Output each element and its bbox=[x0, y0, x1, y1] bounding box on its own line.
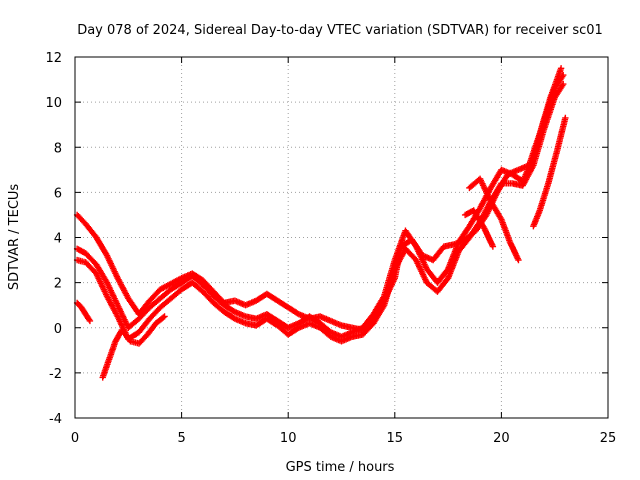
series-track-4 bbox=[99, 313, 168, 381]
x-tick-label: 0 bbox=[71, 431, 79, 446]
series-track-5 bbox=[73, 299, 94, 325]
y-axis-label: SDTVAR / TECUs bbox=[7, 184, 22, 291]
series-trace bbox=[100, 314, 167, 379]
series-track-6 bbox=[466, 175, 522, 264]
y-tick-label: -4 bbox=[49, 412, 62, 427]
x-tick-label: 15 bbox=[387, 431, 404, 446]
x-axis-label: GPS time / hours bbox=[286, 460, 395, 475]
y-tick-label: 4 bbox=[54, 232, 62, 247]
y-tick-label: 0 bbox=[54, 322, 62, 337]
series-trace bbox=[463, 208, 496, 249]
plot-frame bbox=[74, 56, 609, 419]
x-tick-label: 5 bbox=[177, 431, 185, 446]
axis-ticks: 0 5 10 15 20 25 -4 -2 0 2 4 6 8 10 12 bbox=[45, 51, 616, 446]
x-tick-label: 10 bbox=[280, 431, 297, 446]
y-tick-label: 2 bbox=[54, 277, 62, 292]
series-trace bbox=[467, 176, 521, 262]
chart-title: Day 078 of 2024, Sidereal Day-to-day VTE… bbox=[77, 23, 603, 38]
y-tick-label: 6 bbox=[54, 186, 62, 201]
series-trace bbox=[75, 300, 93, 323]
series-track-7 bbox=[461, 207, 497, 250]
y-tick-label: 12 bbox=[45, 51, 62, 66]
grid bbox=[75, 57, 608, 418]
y-tick-label: 10 bbox=[45, 96, 62, 111]
series-track-8 bbox=[530, 114, 569, 230]
series-trace bbox=[530, 116, 569, 228]
x-tick-label: 20 bbox=[493, 431, 510, 446]
series-track-2 bbox=[73, 71, 567, 340]
data-markers bbox=[73, 65, 569, 381]
x-tick-label: 25 bbox=[600, 431, 617, 446]
y-tick-label: -2 bbox=[49, 367, 62, 382]
y-tick-label: 8 bbox=[54, 141, 62, 156]
